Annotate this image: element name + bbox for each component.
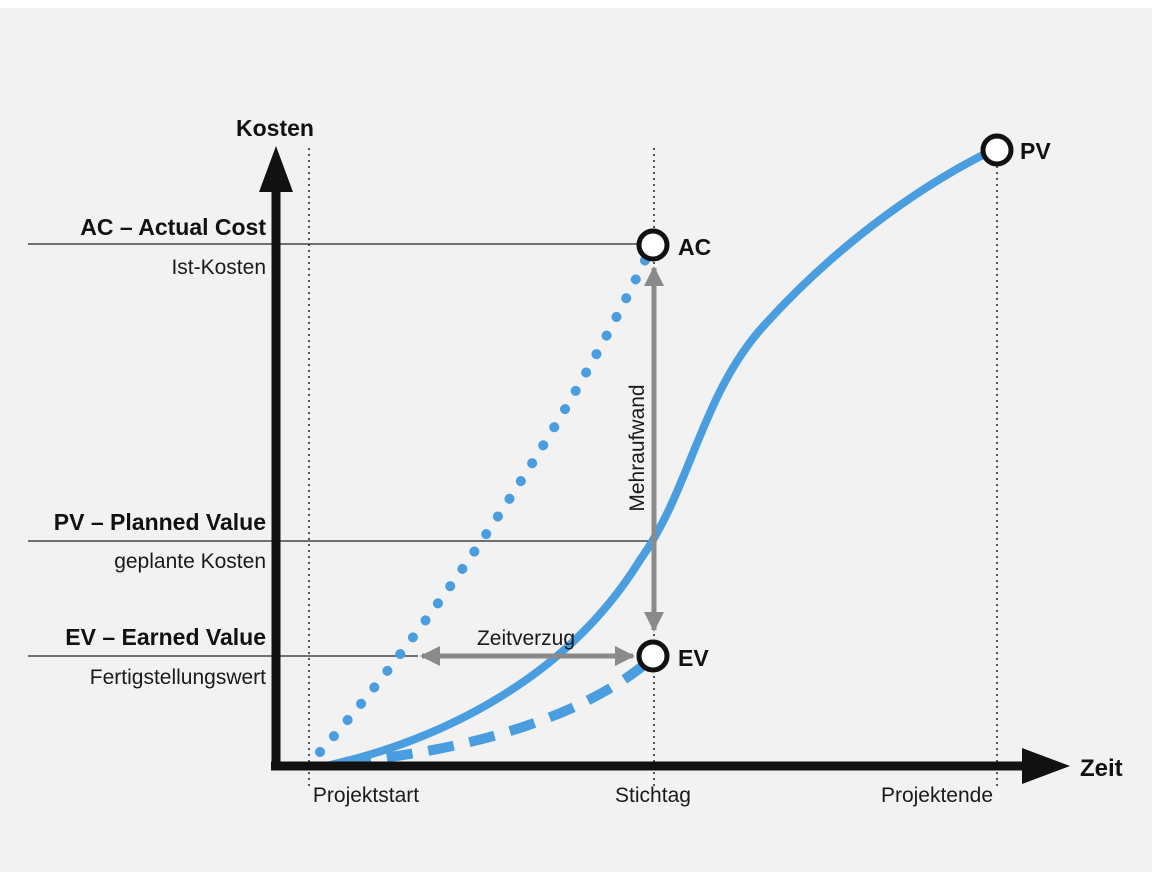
ev-level-subtitle: Fertigstellungswert bbox=[90, 666, 266, 689]
y-axis-label: Kosten bbox=[236, 115, 314, 141]
pv-level-subtitle: geplante Kosten bbox=[114, 550, 266, 573]
pv-point-marker bbox=[980, 133, 1014, 167]
diagram-background bbox=[0, 8, 1152, 872]
zeitverzug-label: Zeitverzug bbox=[477, 627, 575, 650]
pv-level-title: PV – Planned Value bbox=[54, 509, 266, 535]
ac-point-marker bbox=[636, 228, 670, 262]
x-tick-stichtag: Stichtag bbox=[615, 784, 691, 807]
pv-planned-curve bbox=[326, 144, 1001, 769]
pv-point-label: PV bbox=[1020, 138, 1051, 164]
x-tick-projektstart: Projektstart bbox=[313, 784, 419, 807]
ev-level-title: EV – Earned Value bbox=[65, 624, 266, 650]
ac-actual-curve bbox=[315, 245, 655, 757]
ac-point-label: AC bbox=[678, 234, 711, 260]
ev-earned-curve bbox=[344, 656, 654, 767]
x-axis-label: Zeit bbox=[1080, 755, 1123, 782]
ac-level-title: AC – Actual Cost bbox=[80, 214, 266, 240]
ac-level-subtitle: Ist-Kosten bbox=[171, 256, 266, 279]
x-tick-projektende: Projektende bbox=[881, 784, 993, 807]
ev-point-marker bbox=[636, 639, 670, 673]
ev-point-label: EV bbox=[678, 645, 709, 671]
y-axis-arrowhead bbox=[259, 146, 293, 192]
x-axis-arrowhead bbox=[1022, 748, 1070, 784]
mehraufwand-label: Mehraufwand bbox=[626, 384, 649, 511]
